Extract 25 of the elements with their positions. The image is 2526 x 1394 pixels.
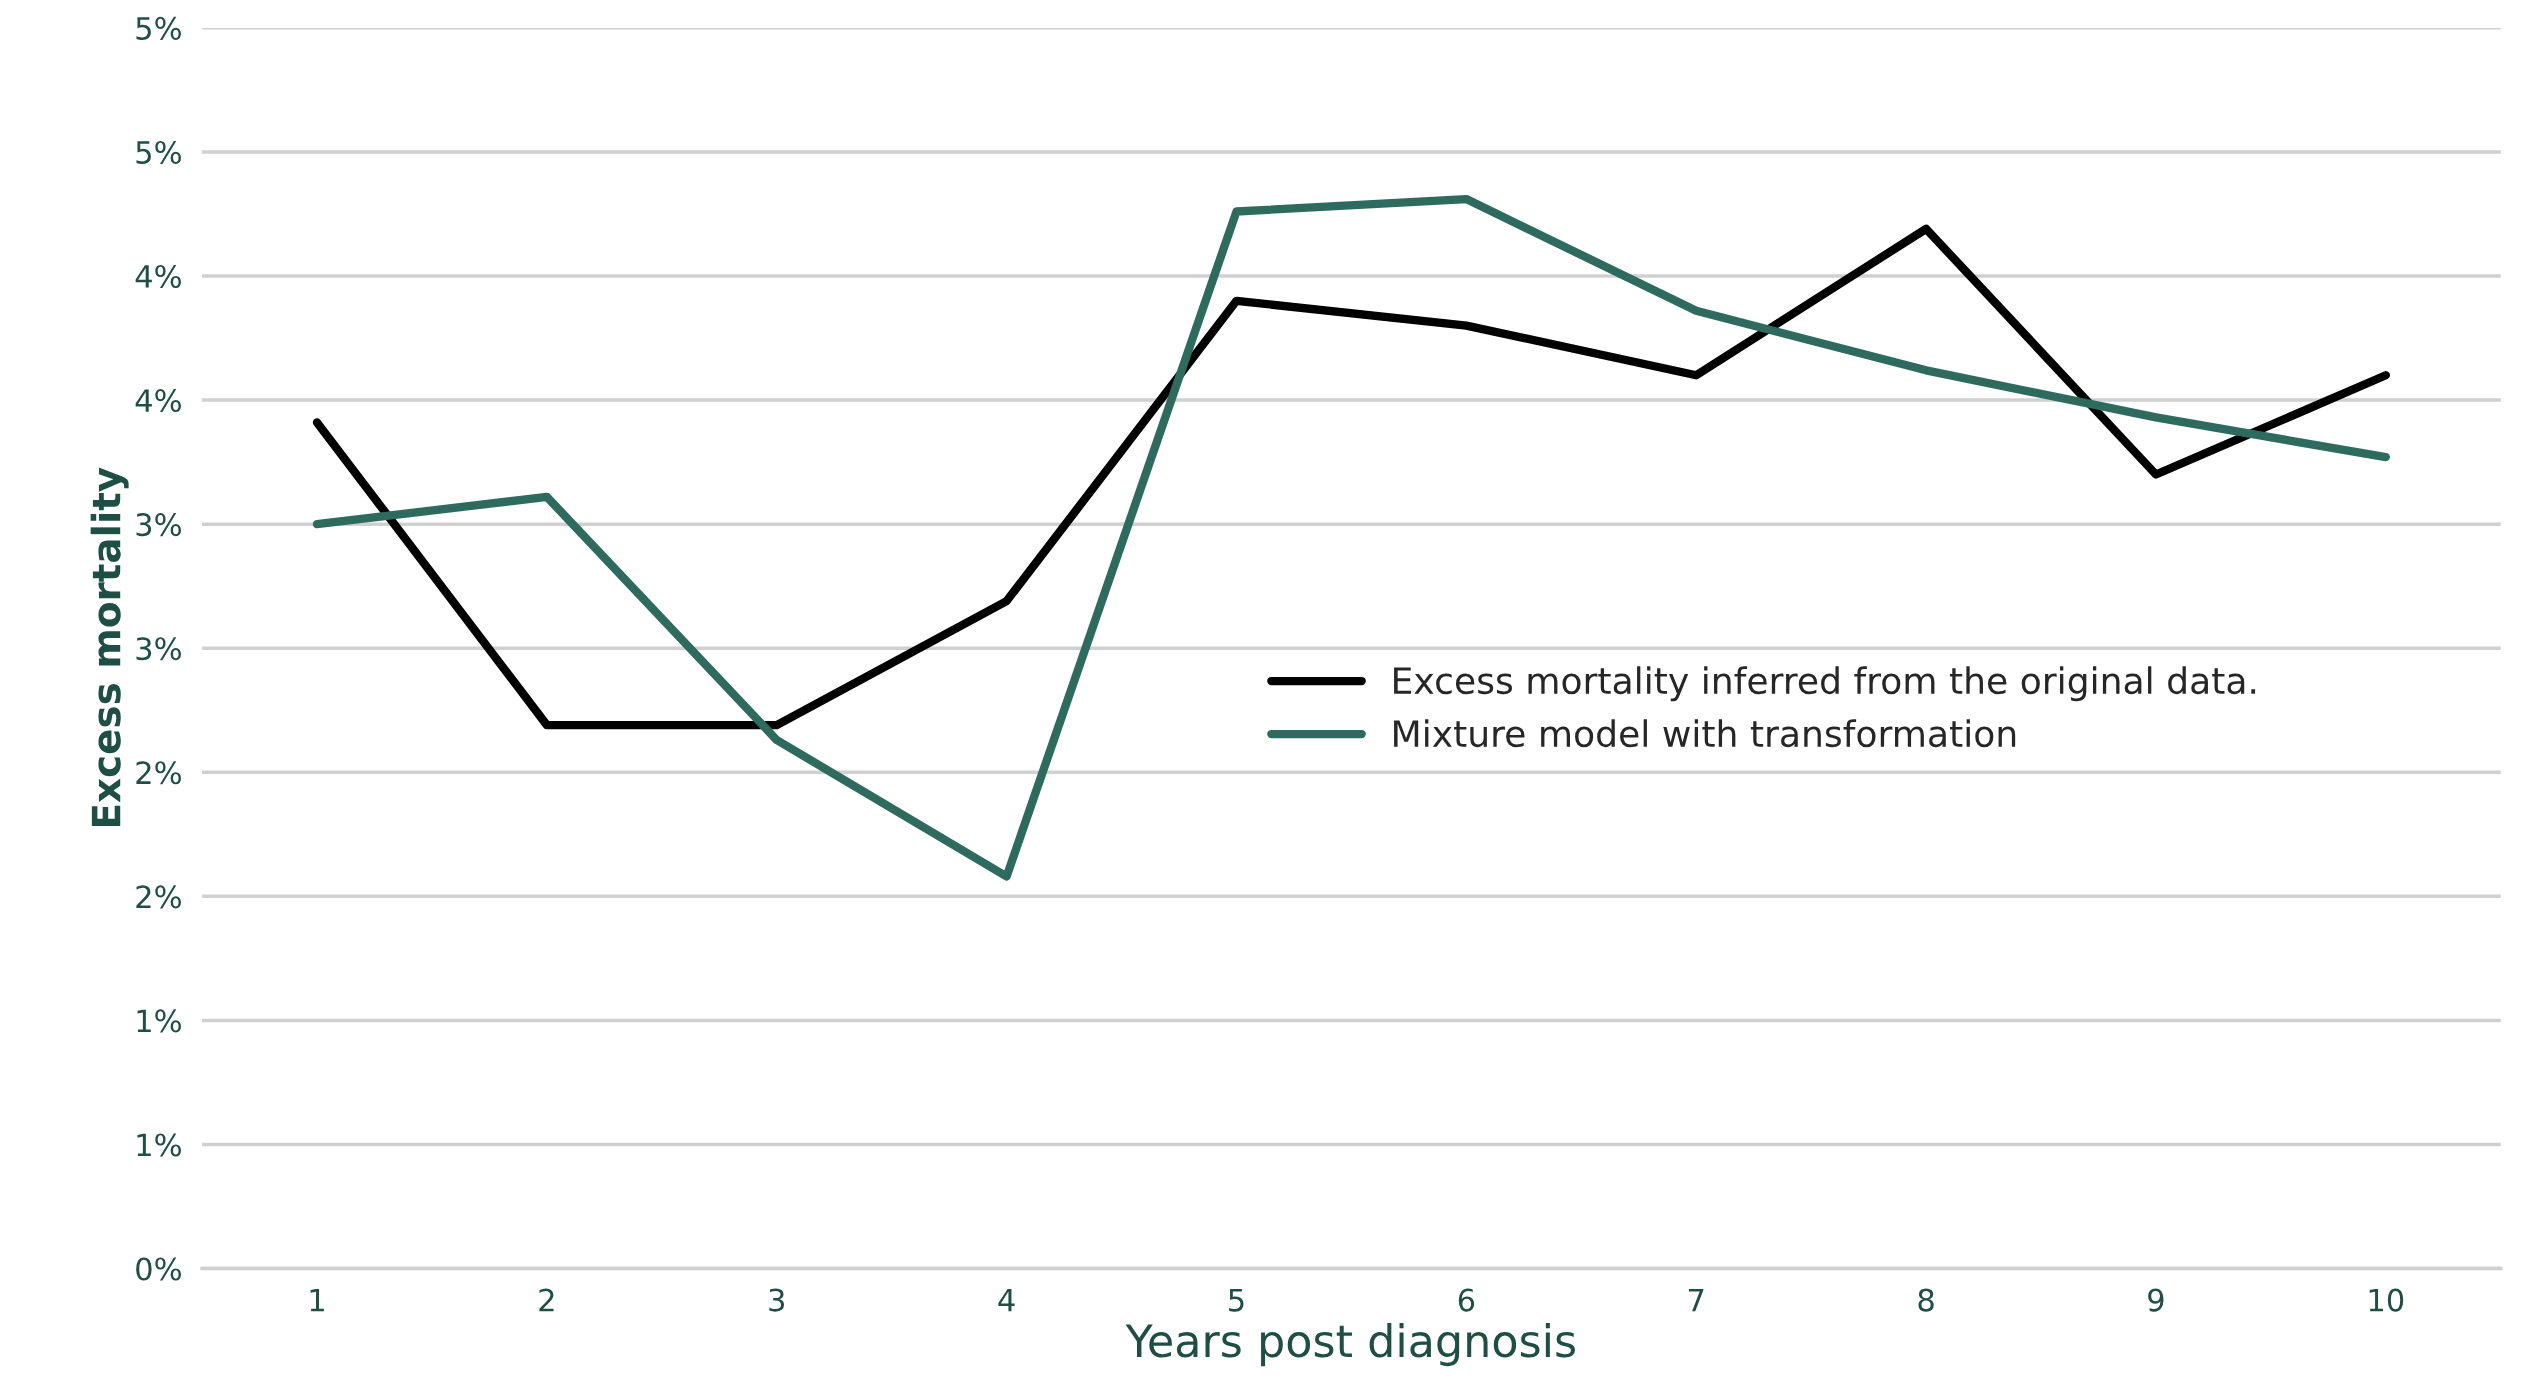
x-tick-label: 5 — [1229, 1288, 1244, 1312]
x-tick-label: 2 — [539, 1288, 554, 1312]
x-tick-label: 1 — [310, 1288, 324, 1312]
y-tick-label: 1% — [137, 1133, 181, 1157]
x-tick-label: 9 — [2148, 1288, 2164, 1312]
y-tick-label: 4% — [135, 389, 181, 413]
y-tick-label: 0% — [136, 1257, 181, 1281]
legend-label: Mixture model with transformation — [1394, 719, 2016, 748]
y-tick-label: 5% — [136, 16, 181, 40]
legend-label: Excess mortality inferred from the original data. — [1394, 666, 2256, 702]
x-tick-label: 6 — [1458, 1288, 1475, 1312]
x-axis-title: Years post diagnosis — [1125, 1323, 1576, 1367]
y-tick-label: 2% — [136, 761, 181, 785]
x-tick-label: 3 — [769, 1288, 785, 1312]
y-tick-label: 5% — [136, 140, 181, 164]
y-tick-label: 3% — [136, 513, 181, 537]
x-tick-label: 4 — [998, 1288, 1015, 1312]
y-tick-label: 3% — [136, 637, 181, 661]
y-tick-label: 4% — [135, 264, 181, 289]
x-tick-label: 7 — [1688, 1288, 1704, 1312]
y-tick-label: 1% — [137, 1009, 181, 1033]
x-tick-label: 8 — [1918, 1288, 1934, 1312]
x-tick-label: 10 — [2369, 1288, 2404, 1312]
y-tick-label: 2% — [136, 885, 181, 909]
y-axis-title: Excess mortality — [90, 467, 129, 827]
